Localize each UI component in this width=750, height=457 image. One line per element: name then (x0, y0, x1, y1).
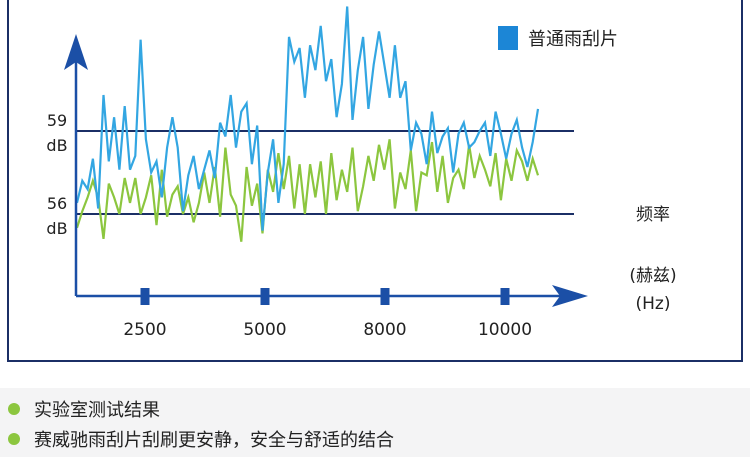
note-text: 实验室测试结果 (34, 400, 160, 421)
bullet-dot-icon (8, 403, 20, 415)
y-tick-label: 56 (47, 194, 67, 213)
x-axis-label: 频率 (636, 205, 670, 225)
x-tick-label: 10000 (478, 320, 532, 340)
series-line (75, 6, 540, 231)
legend-label: 普通雨刮片 (528, 29, 618, 50)
x-tick-marker (260, 288, 270, 305)
y-tick-unit: dB (46, 219, 67, 238)
x-axis-label-unit-en: (Hz) (636, 294, 671, 314)
bullet-dot-icon (8, 433, 20, 445)
x-tick-marker (500, 288, 510, 305)
y-axis-arrow-icon (64, 34, 88, 70)
y-tick-label: 59 (47, 111, 67, 130)
legend-swatch (498, 26, 518, 50)
y-tick-unit: dB (46, 136, 67, 155)
note-item: 赛威驰雨刮片刮刷更安静，安全与舒适的结合 (8, 426, 394, 452)
note-item: 实验室测试结果 (8, 396, 160, 422)
x-axis-label-unit: (赫兹) (629, 266, 676, 286)
x-axis-arrow-icon (552, 285, 588, 307)
x-tick-marker (380, 288, 390, 305)
x-tick-label: 5000 (243, 320, 286, 340)
x-tick-marker (140, 288, 150, 305)
x-tick-label: 8000 (363, 320, 406, 340)
x-tick-label: 2500 (123, 320, 166, 340)
footer (0, 388, 750, 457)
series-line (75, 139, 540, 242)
note-text: 赛威驰雨刮片刮刷更安静，安全与舒适的结合 (34, 430, 394, 451)
chart-plot: 59 dB 56 dB 2500 5000 8000 10000 频率 (赫兹) (Hz) 普通雨刮片 (46, 6, 677, 340)
